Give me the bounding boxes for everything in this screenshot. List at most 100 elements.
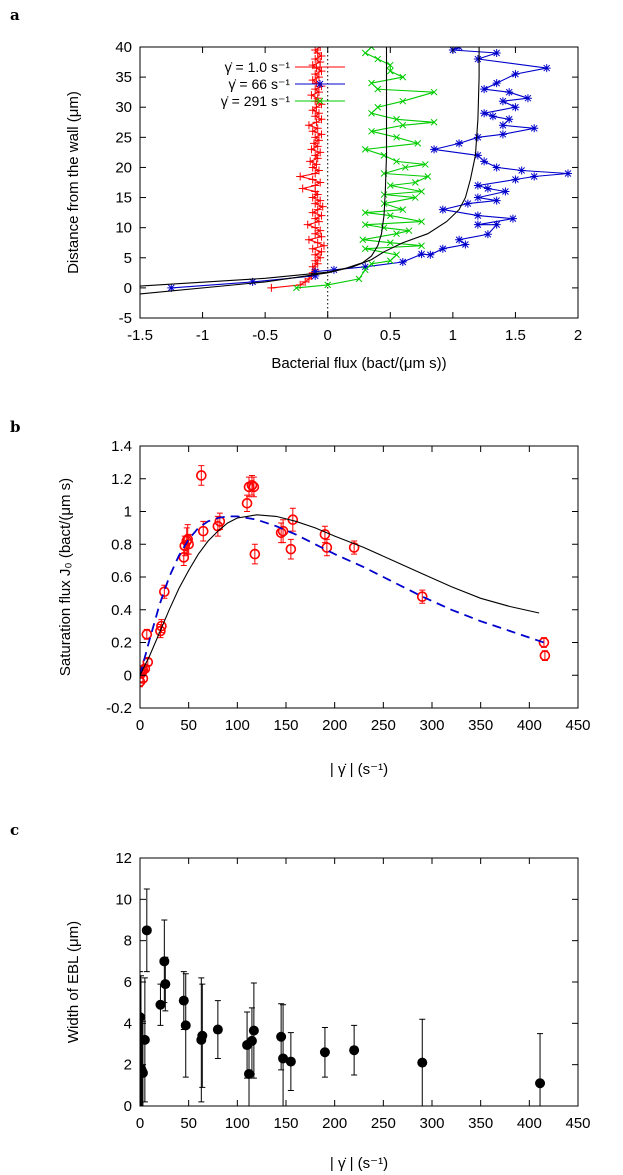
data-point <box>180 1020 191 1031</box>
x-tick-label: 150 <box>273 1115 298 1132</box>
x-axis-label-b: | γ̇ | (s⁻¹) <box>330 761 388 778</box>
x-tick-label: 250 <box>371 717 396 734</box>
y-tick-label: 0 <box>124 280 132 297</box>
data-point <box>393 158 400 165</box>
x-tick-label: 400 <box>517 1115 542 1132</box>
data-point <box>498 130 507 139</box>
data-point <box>140 673 149 684</box>
data-point <box>311 250 320 259</box>
data-point <box>304 235 313 244</box>
data-point <box>142 656 154 668</box>
error-bar <box>280 519 287 544</box>
data-point <box>480 85 489 94</box>
x-tick-label: 350 <box>468 717 493 734</box>
data-point <box>530 172 539 181</box>
data-point <box>398 257 407 266</box>
data-point <box>368 47 375 51</box>
series-4 <box>140 47 388 287</box>
data-point <box>309 139 318 148</box>
error-bar <box>251 543 258 565</box>
y-axis-label-a: Distance from the wall (μm) <box>65 91 82 274</box>
legend-marker <box>316 63 324 71</box>
data-point <box>401 164 409 171</box>
series-line <box>140 515 545 676</box>
data-point <box>380 200 388 207</box>
data-point <box>308 208 317 217</box>
data-point <box>473 55 482 64</box>
data-point <box>316 178 325 187</box>
y-axis-label-b: Saturation flux J₀ (bact/(μm s) <box>57 478 74 676</box>
legend-marker <box>316 97 324 105</box>
data-point <box>399 97 407 105</box>
x-tick-label: -0.5 <box>252 327 278 344</box>
data-point <box>311 199 320 208</box>
x-tick-label: 2 <box>574 327 582 344</box>
y-tick-label: -0.2 <box>106 700 132 717</box>
x-tick-label: -1 <box>196 327 209 344</box>
data-point <box>380 191 388 198</box>
data-point <box>361 209 369 216</box>
y-tick-label: 1 <box>124 504 132 521</box>
data-point <box>359 236 367 244</box>
data-point <box>473 193 482 202</box>
y-tick-label: 0.6 <box>111 569 132 586</box>
data-point <box>312 103 321 112</box>
data-point <box>539 650 551 661</box>
data-point <box>361 221 369 229</box>
data-point <box>316 148 325 157</box>
y-tick-label: 20 <box>115 159 132 176</box>
data-point <box>311 133 320 142</box>
data-point <box>411 194 419 201</box>
series-2 <box>140 514 540 676</box>
data-point <box>438 205 447 214</box>
data-point <box>348 542 360 553</box>
y-tick-label: 0.8 <box>111 536 132 553</box>
data-point <box>505 115 514 124</box>
data-point <box>463 199 472 208</box>
data-point <box>455 235 464 244</box>
x-axis-label-c: | γ̇ | (s⁻¹) <box>330 1155 388 1172</box>
x-axis-label-a: Bacterial flux (bact/(μm s)) <box>271 355 446 372</box>
y-tick-label: 6 <box>124 974 132 991</box>
panel-b: b 0 50 100 150 200 250 300 350 400 450-0.200.20.4… <box>10 418 591 778</box>
data-point <box>196 470 207 481</box>
x-tick-label: 100 <box>225 1115 250 1132</box>
data-point <box>267 283 276 292</box>
data-point <box>508 214 517 223</box>
panel-c: c 0 50 100 150 200 250 300 350 400 450 0 2 4 6 8 10 12 |… <box>10 821 591 1172</box>
x-tick-label: 300 <box>419 1115 444 1132</box>
data-point <box>285 543 297 555</box>
data-point <box>386 61 394 69</box>
data-point <box>393 230 400 238</box>
legend-label: γ̇ = 291 s⁻¹ <box>221 93 291 109</box>
data-point <box>399 73 407 81</box>
data-point <box>285 1056 296 1067</box>
data-point <box>426 250 435 259</box>
data-point <box>317 115 326 124</box>
data-point <box>308 76 317 85</box>
data-point <box>178 995 189 1006</box>
data-point <box>314 109 323 118</box>
data-point <box>316 226 325 235</box>
data-point <box>361 262 370 271</box>
y-tick-label: 15 <box>115 190 132 207</box>
series-1 <box>167 47 572 292</box>
x-tick-label: 200 <box>322 717 347 734</box>
data-point <box>160 979 171 990</box>
legend-label: γ̇ = 66 s⁻¹ <box>229 76 291 92</box>
data-point <box>319 241 328 250</box>
data-point <box>386 67 394 75</box>
x-tick-label: 250 <box>371 1115 396 1132</box>
data-point <box>318 202 327 211</box>
legend-a: γ̇ = 1.0 s⁻¹γ̇ = 66 s⁻¹γ̇ = 291 s⁻¹ <box>221 59 345 109</box>
data-point <box>308 61 317 70</box>
data-point <box>324 281 332 289</box>
x-tick-label: 1.5 <box>505 327 526 344</box>
data-point <box>417 1057 428 1068</box>
x-tick-label: 1 <box>449 327 457 344</box>
data-point <box>374 55 382 63</box>
data-point <box>249 548 261 560</box>
series-2 <box>293 47 438 292</box>
data-point <box>182 534 193 545</box>
data-point <box>430 88 438 96</box>
